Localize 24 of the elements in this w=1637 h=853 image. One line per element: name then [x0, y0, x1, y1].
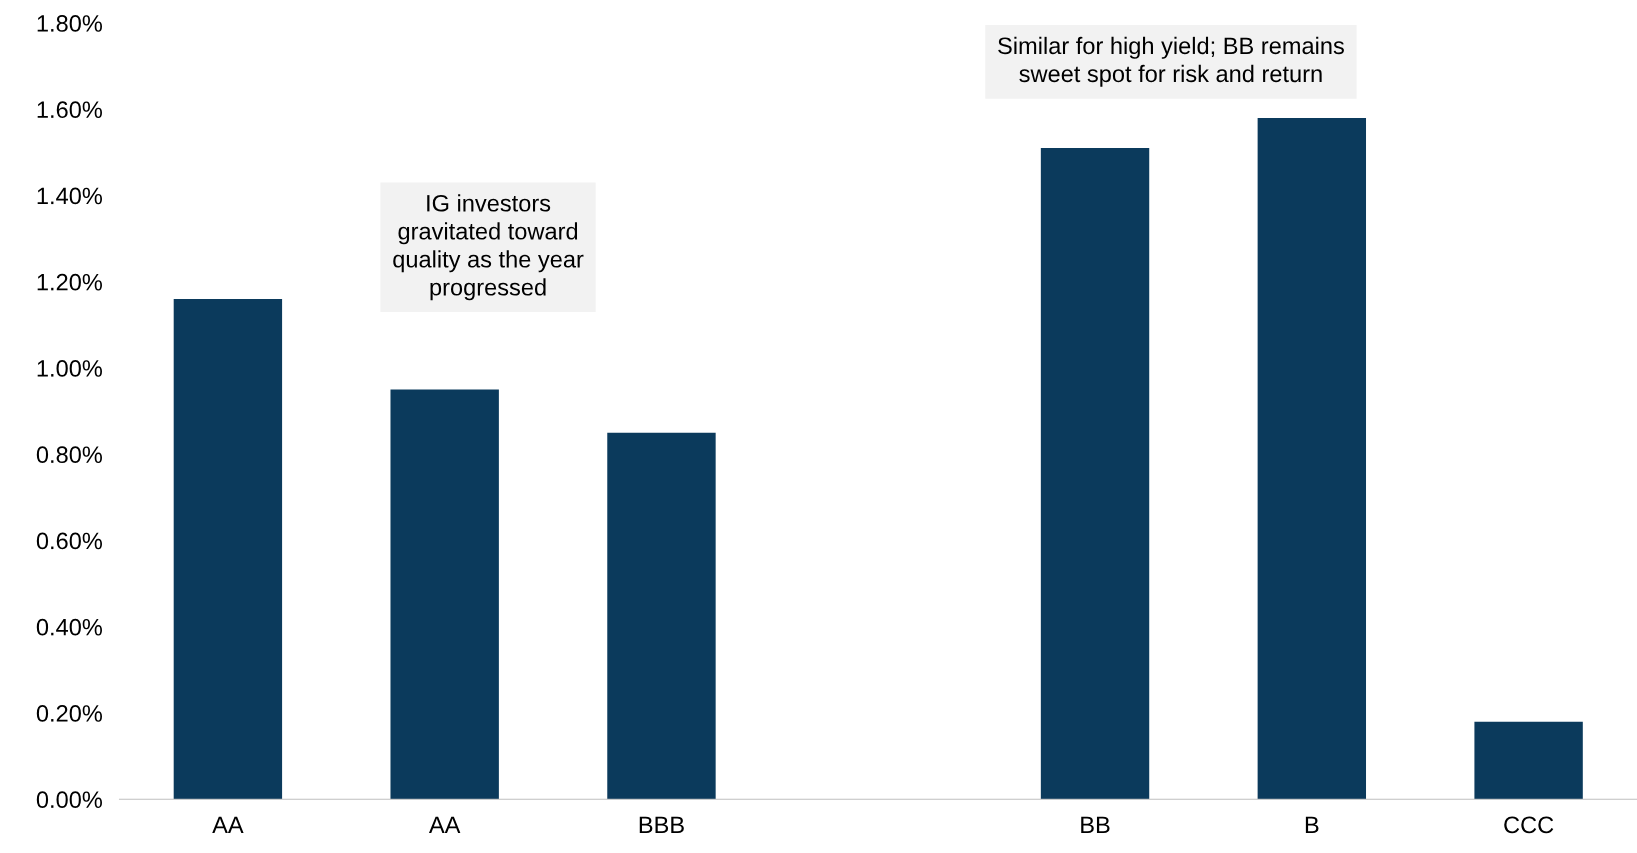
annotation: Similar for high yield; BB remains sweet spot for risk and return [998, 36, 1344, 87]
bar [1257, 117, 1367, 800]
x-tick-label: CCC [1504, 816, 1554, 834]
y-tick-label: 0.20% [36, 705, 102, 722]
x-tick-label: BB [1081, 816, 1110, 834]
y-tick-label: 1.20% [37, 273, 102, 291]
y-tick-label: 1.40% [37, 187, 102, 205]
x-tick-label: AA [428, 816, 461, 834]
y-tick-label: 0.80% [36, 446, 102, 464]
x-tick-label: AA [212, 816, 244, 834]
x-tick-label: B [1305, 816, 1319, 834]
bar [1040, 148, 1150, 800]
y-tick-label: 1.80% [37, 15, 102, 32]
y-tick-label: 1.00% [37, 360, 102, 377]
bar [173, 299, 283, 800]
x-tick-label: BBB [639, 816, 684, 834]
y-tick-label: 1.60% [37, 101, 102, 119]
bar [1474, 721, 1583, 800]
y-tick-label: 0.60% [36, 532, 102, 550]
annotation: IG investors gravitated toward quality as the year progressed [393, 194, 584, 301]
bar [607, 432, 716, 800]
bar [390, 389, 499, 800]
y-tick-label: 0.40% [36, 618, 102, 636]
y-tick-label: 0.00% [36, 791, 102, 809]
